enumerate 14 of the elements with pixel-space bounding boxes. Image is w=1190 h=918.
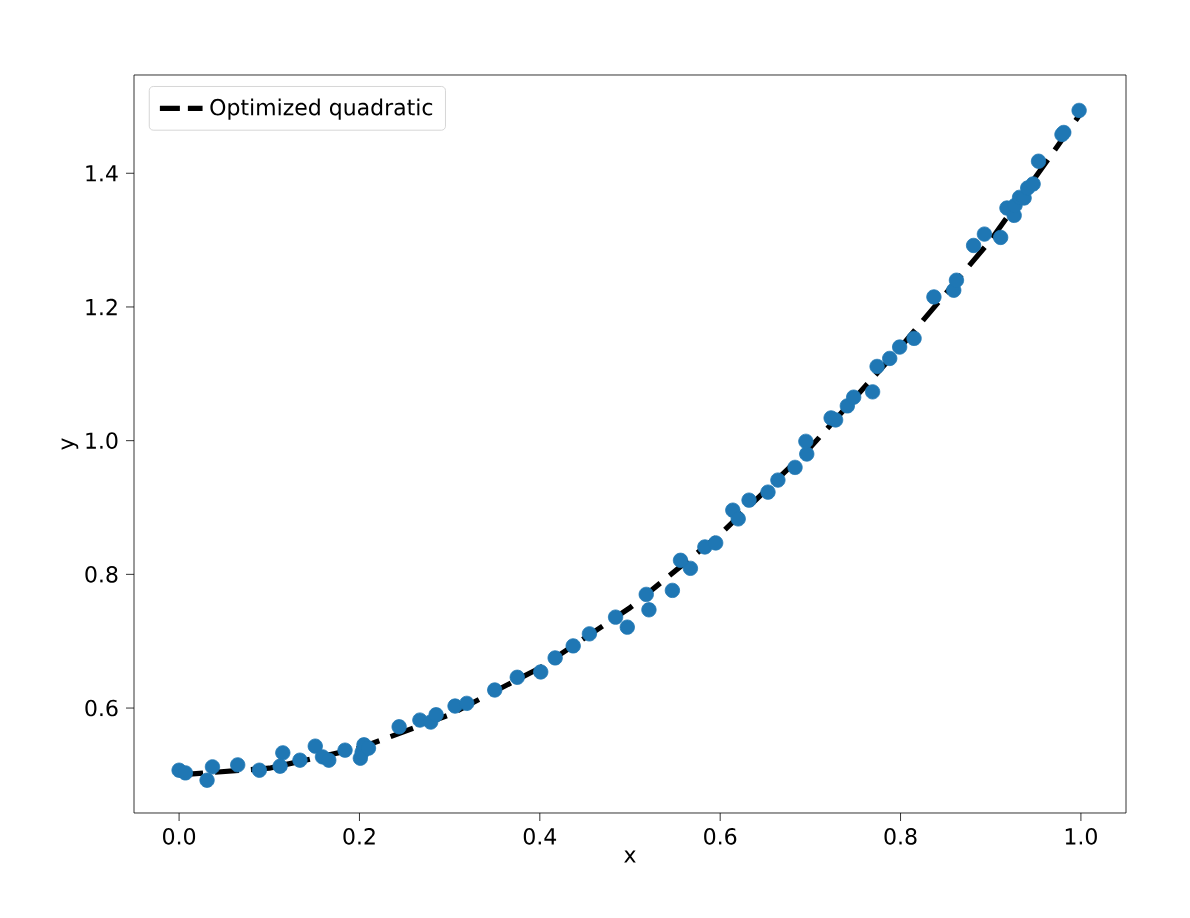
y-tick-label: 1.2	[86, 298, 117, 316]
x-tick-label: 0.0	[163, 828, 196, 845]
x-tick-label: 1.0	[1065, 828, 1097, 845]
x-tick-label: 0.8	[884, 828, 917, 845]
y-tick-label: 0.6	[85, 699, 118, 717]
y-tick-label: 0.8	[85, 566, 118, 583]
y-tick-label: 1.0	[86, 432, 118, 449]
x-tick-label: 0.2	[343, 828, 375, 845]
x-tick-label: 0.6	[704, 828, 737, 845]
x-tick-label: 0.4	[523, 828, 557, 845]
y-tick-label: 1.4	[86, 165, 118, 182]
y-axis-title: y	[61, 438, 79, 450]
legend-label: Optimized quadratic	[210, 98, 433, 120]
x-axis-title: x	[624, 850, 636, 863]
